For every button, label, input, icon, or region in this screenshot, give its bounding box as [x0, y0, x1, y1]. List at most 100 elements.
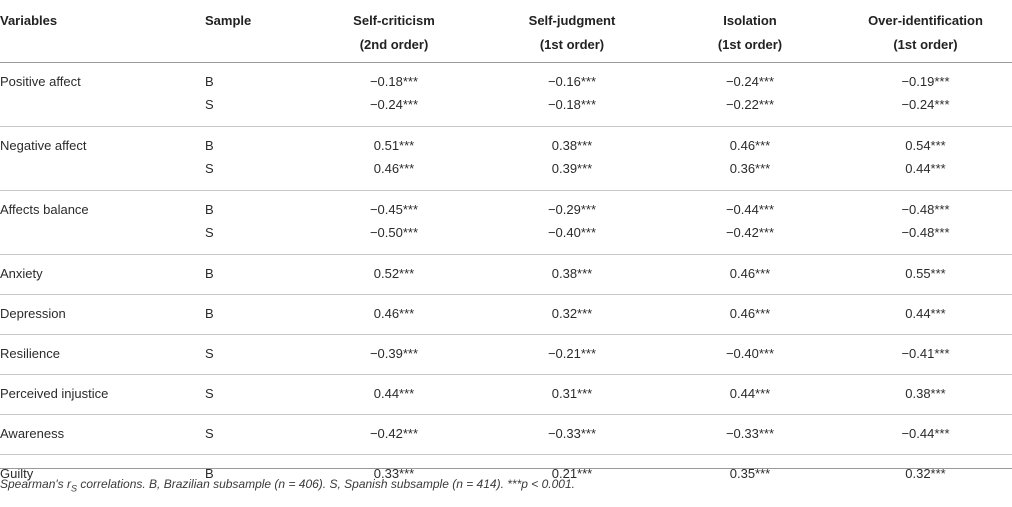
correlation-cell-1-value: 0.46*** [373, 306, 415, 321]
sample-cell-value: S [205, 225, 214, 240]
sample-cell-value: S [205, 426, 214, 441]
sample-cell-value: S [205, 346, 214, 361]
correlation-cell-2-value: −0.18*** [547, 97, 597, 112]
variable-cell-value: Negative affect [0, 138, 87, 153]
correlation-cell-4: 0.44*** [839, 294, 1012, 335]
correlation-cell-1: 0.46*** [305, 294, 483, 335]
table-row: Positive affect B S −0.18*** −0.24*** −0.16**… [0, 62, 1012, 127]
correlation-cell-2: −0.16*** −0.18*** [483, 62, 661, 127]
correlation-cell-4-value: 0.54*** [905, 138, 946, 153]
correlation-cell-3-value: −0.22*** [725, 97, 775, 112]
variable-cell: Negative affect [0, 126, 205, 191]
correlation-cell-2: 0.21*** [483, 455, 661, 495]
table-row: Guilty B 0.33*** 0.21*** 0.35*** 0.32*** [0, 455, 1012, 495]
correlation-cell-1: −0.18*** −0.24*** [305, 62, 483, 127]
sample-cell: S [205, 334, 305, 375]
correlation-cell-1: −0.39*** [305, 334, 483, 375]
table-bottom-rule [0, 468, 1012, 469]
correlation-cell-3: 0.46*** [661, 294, 839, 335]
variable-cell-value: Resilience [0, 346, 60, 361]
variable-cell: Anxiety [0, 254, 205, 295]
sample-cell-value: B [205, 266, 214, 281]
variable-cell-value: Anxiety [0, 266, 43, 281]
variable-cell: Guilty [0, 455, 205, 495]
correlation-cell-1-value: −0.18*** [369, 74, 419, 89]
table-row: Anxiety B 0.52*** 0.38*** 0.46*** 0.55*** [0, 254, 1012, 295]
correlation-cell-3: 0.44*** [661, 374, 839, 415]
correlation-cell-3-value: −0.33*** [725, 426, 775, 441]
correlation-cell-4: −0.19*** −0.24*** [839, 62, 1012, 127]
variable-cell: Perceived injustice [0, 374, 205, 415]
correlation-cell-2: −0.29*** −0.40*** [483, 190, 661, 255]
table-row: Depression B 0.46*** 0.32*** 0.46*** 0.44*** [0, 294, 1012, 335]
sample-cell: S [205, 374, 305, 415]
correlation-cell-2-value: −0.29*** [547, 202, 597, 217]
sample-cell: B [205, 294, 305, 335]
correlation-cell-3: 0.46*** [661, 254, 839, 295]
header-over-identification: Over-identification (1st order) [839, 0, 1012, 63]
correlation-cell-2-value: −0.21*** [547, 346, 597, 361]
correlation-cell-4: −0.44*** [839, 414, 1012, 455]
correlation-cell-1-value: −0.39*** [369, 346, 419, 361]
correlation-cell-1-value: −0.42*** [369, 426, 419, 441]
variable-cell-value: Guilty [0, 466, 34, 481]
correlation-cell-4-value: −0.48*** [901, 202, 950, 217]
correlation-cell-3: −0.24*** −0.22*** [661, 62, 839, 127]
correlation-cell-4: 0.55*** [839, 254, 1012, 295]
correlation-table: Variables Sample Self-criticism (2nd orde… [0, 0, 1012, 495]
header-sample: Sample [205, 0, 305, 63]
correlation-cell-2: −0.21*** [483, 334, 661, 375]
correlation-cell-4: 0.32*** [839, 455, 1012, 495]
correlation-cell-3-value: 0.44*** [729, 386, 771, 401]
header-isolation: Isolation (1st order) [661, 0, 839, 63]
sample-cell-value: B [205, 74, 214, 89]
correlation-cell-1-value: −0.50*** [369, 225, 419, 240]
sample-cell: B [205, 455, 305, 495]
correlation-cell-4-value: −0.19*** [901, 74, 950, 89]
sample-cell: B [205, 254, 305, 295]
correlation-cell-1-value: 0.51*** [373, 138, 415, 153]
correlation-cell-2: −0.33*** [483, 414, 661, 455]
correlation-cell-4-value: 0.38*** [905, 386, 946, 401]
correlation-cell-4-value: −0.48*** [901, 225, 950, 240]
table-body: Positive affect B S −0.18*** −0.24*** −0.16**… [0, 62, 1012, 495]
correlation-cell-4-value: 0.44*** [905, 161, 946, 176]
header-self-criticism: Self-criticism (2nd order) [305, 0, 483, 63]
correlation-cell-2-value: −0.33*** [547, 426, 597, 441]
sample-cell-value: B [205, 138, 214, 153]
correlation-cell-3-value: −0.44*** [725, 202, 775, 217]
sample-cell-value: B [205, 466, 214, 481]
correlation-cell-4-value: 0.44*** [905, 306, 946, 321]
header-self-judgment: Self-judgment (1st order) [483, 0, 661, 63]
correlation-cell-2-value: 0.38*** [551, 138, 593, 153]
sample-cell-value: B [205, 306, 214, 321]
correlation-cell-3-value: 0.46*** [729, 266, 771, 281]
correlation-cell-4-value: −0.24*** [901, 97, 950, 112]
variable-cell-value: Perceived injustice [0, 386, 109, 401]
variable-cell: Depression [0, 294, 205, 335]
correlation-cell-1-value: 0.46*** [373, 161, 415, 176]
table-row: Affects balance B S −0.45*** −0.50*** −0.29**… [0, 190, 1012, 255]
correlation-cell-3-value: 0.46*** [729, 306, 771, 321]
table-row: Perceived injustice S 0.44*** 0.31*** 0.44**… [0, 374, 1012, 415]
correlation-cell-2-value: −0.40*** [547, 225, 597, 240]
correlation-cell-2: 0.31*** [483, 374, 661, 415]
correlation-cell-1: 0.52*** [305, 254, 483, 295]
correlation-cell-3-value: −0.24*** [725, 74, 775, 89]
correlation-cell-3-value: 0.35*** [729, 466, 771, 481]
table-row: Resilience S −0.39*** −0.21*** −0.40*** −0.41… [0, 334, 1012, 375]
correlation-cell-1-value: −0.24*** [369, 97, 419, 112]
variable-cell-value: Awareness [0, 426, 65, 441]
variable-cell-value: Affects balance [0, 202, 89, 217]
correlation-cell-4-value: −0.41*** [901, 346, 950, 361]
correlation-cell-4: 0.54*** 0.44*** [839, 126, 1012, 191]
correlation-cell-2: 0.32*** [483, 294, 661, 335]
variable-cell: Resilience [0, 334, 205, 375]
correlation-cell-2-value: −0.16*** [547, 74, 597, 89]
table-row: Awareness S −0.42*** −0.33*** −0.33*** −0.44*… [0, 414, 1012, 455]
table-footnote: Spearman's rS correlations. B, Brazilian… [0, 477, 575, 494]
